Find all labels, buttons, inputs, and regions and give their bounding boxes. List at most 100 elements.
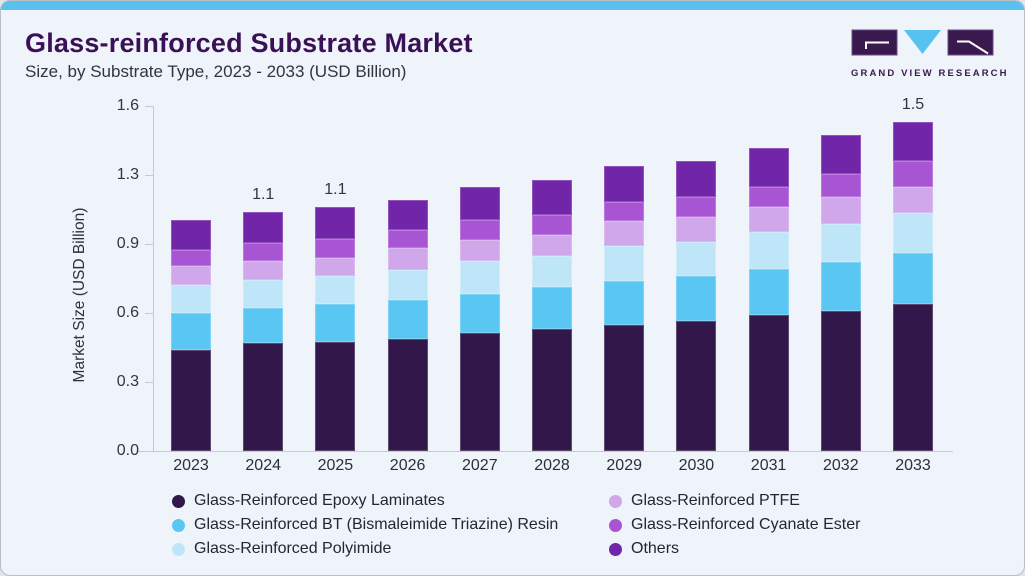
bar-segment	[676, 217, 717, 242]
bar-segment	[748, 315, 789, 451]
bar-segment	[243, 343, 284, 451]
bar-segment	[893, 122, 933, 161]
y-tick-label: 1.6	[116, 97, 139, 114]
bar-segment	[604, 280, 645, 325]
bar-segment	[315, 238, 356, 259]
bar-segment	[387, 229, 428, 249]
legend-label: Glass-Reinforced Polyimide	[194, 540, 392, 557]
bar-2025	[315, 207, 356, 451]
bar-segment	[387, 300, 428, 339]
y-tick-label: 0.6	[116, 304, 139, 321]
x-tick-label: 2026	[389, 457, 426, 474]
y-tick-mark	[145, 451, 154, 452]
bar-2026	[387, 199, 428, 451]
y-axis-title: Market Size (USD Billion)	[71, 207, 88, 383]
bar-segment	[315, 207, 356, 239]
legend-color-dot	[609, 494, 622, 508]
bar-segment	[820, 135, 861, 174]
bar-segment	[243, 279, 284, 308]
legend-item: Glass-Reinforced PTFE	[609, 492, 800, 510]
bar-segment	[243, 307, 284, 344]
bar-segment	[459, 239, 500, 262]
legend-label: Glass-Reinforced Epoxy Laminates	[194, 492, 445, 509]
grand-view-research-logo: GRAND VIEW RESEARCH	[851, 28, 1007, 79]
bar-segment	[604, 324, 645, 451]
page-title: Glass-reinforced Substrate Market	[25, 28, 473, 58]
bar-2028	[532, 180, 572, 451]
bar-segment	[387, 199, 428, 230]
legend-item: Others	[609, 540, 679, 558]
bar-segment	[893, 186, 933, 213]
bar-total-label: 1.5	[901, 96, 925, 114]
bar-2029	[604, 166, 645, 451]
bar-segment	[532, 180, 572, 215]
legend-color-dot	[172, 542, 185, 556]
bar-segment	[171, 220, 211, 251]
bar-segment	[459, 220, 500, 240]
bar-segment	[893, 304, 933, 451]
bar-segment	[604, 221, 645, 247]
y-tick-mark	[145, 106, 154, 107]
legend-color-dot	[172, 518, 185, 532]
bar-segment	[820, 196, 861, 224]
bar-segment	[171, 284, 211, 313]
legend-label: Others	[631, 540, 680, 557]
bar-segment	[676, 241, 717, 277]
legend-item: Glass-Reinforced Epoxy Laminates	[172, 492, 445, 510]
top-accent-bar	[1, 1, 1024, 10]
bar-2027	[459, 186, 500, 451]
bar-segment	[171, 265, 211, 285]
bar-segment	[315, 342, 356, 451]
x-tick-label: 2029	[606, 457, 642, 474]
bar-segment	[315, 258, 356, 277]
x-tick-label: 2030	[678, 457, 715, 474]
bar-segment	[893, 212, 933, 253]
bar-2033	[893, 122, 933, 451]
bar-segment	[459, 186, 500, 221]
y-tick-label: 0.9	[116, 235, 139, 252]
bar-total-label: 1.1	[252, 185, 275, 203]
bar-segment	[748, 232, 789, 269]
bar-segment	[243, 261, 284, 280]
bar-segment	[604, 201, 645, 222]
y-tick-label: 0.0	[116, 442, 139, 459]
y-tick-mark	[145, 313, 154, 314]
x-tick-label: 2025	[317, 457, 354, 474]
x-tick-label: 2027	[462, 457, 498, 474]
bar-segment	[820, 173, 861, 197]
bar-segment	[676, 160, 717, 197]
bar-segment	[171, 349, 211, 451]
x-tick-label: 2032	[823, 457, 859, 474]
bar-segment	[387, 248, 428, 270]
y-tick-label: 0.3	[116, 373, 139, 390]
y-tick-label: 1.3	[116, 166, 139, 183]
legend-item: Glass-Reinforced Cyanate Ester	[609, 516, 860, 534]
bar-segment	[387, 269, 428, 301]
bar-segment	[532, 235, 572, 256]
y-tick-mark	[145, 175, 154, 176]
bar-segment	[604, 246, 645, 281]
bar-segment	[893, 160, 933, 187]
bar-total-label: 1.1	[324, 181, 347, 199]
bar-segment	[171, 313, 211, 350]
legend-label: Glass-Reinforced BT (Bismaleimide Triazi…	[194, 516, 559, 533]
bar-segment	[532, 329, 572, 451]
bar-segment	[532, 255, 572, 288]
bar-segment	[315, 304, 356, 343]
bar-segment	[676, 320, 717, 451]
bar-segment	[748, 207, 789, 233]
bar-segment	[459, 293, 500, 334]
bar-segment	[748, 148, 789, 187]
bar-segment	[893, 252, 933, 305]
bar-segment	[748, 268, 789, 316]
x-tick-label: 2024	[245, 457, 281, 474]
bar-segment	[820, 223, 861, 263]
bar-segment	[459, 333, 500, 451]
x-tick-label: 2031	[750, 457, 787, 474]
x-tick-label: 2023	[173, 457, 209, 474]
y-axis-line	[153, 106, 154, 452]
x-tick-label: 2028	[534, 457, 570, 474]
bar-segment	[604, 166, 645, 202]
bar-segment	[676, 196, 717, 218]
legend-label: Glass-Reinforced PTFE	[631, 492, 800, 509]
